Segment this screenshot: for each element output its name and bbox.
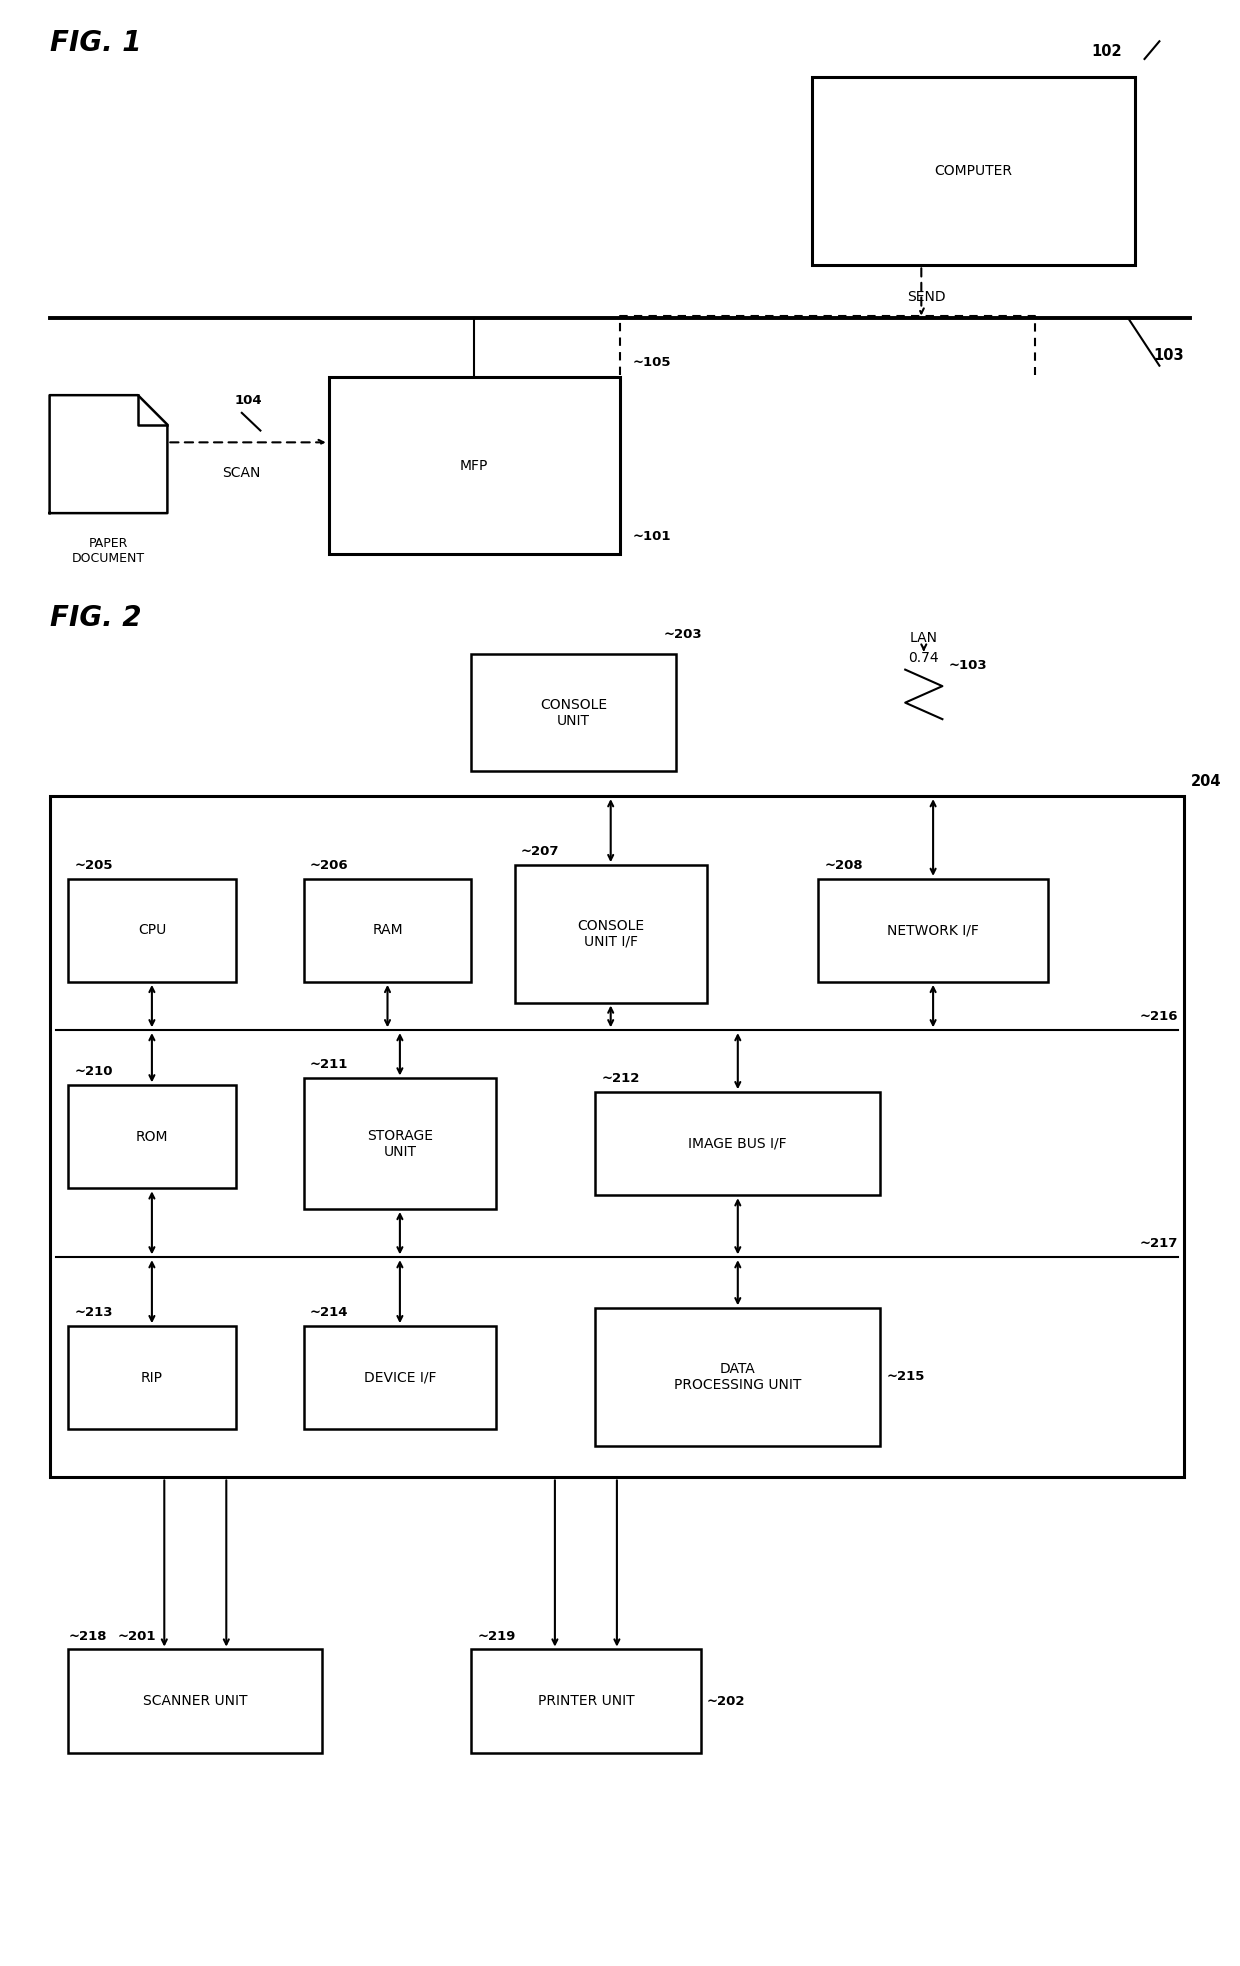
Text: ~203: ~203	[663, 627, 702, 641]
Text: ~212: ~212	[601, 1071, 640, 1085]
Text: ~105: ~105	[632, 356, 671, 370]
Text: ~218: ~218	[68, 1630, 107, 1644]
Text: 103: 103	[1153, 348, 1184, 364]
FancyBboxPatch shape	[68, 1325, 236, 1429]
Text: 204: 204	[1190, 775, 1221, 790]
FancyBboxPatch shape	[595, 1093, 880, 1195]
FancyBboxPatch shape	[304, 1325, 496, 1429]
Text: ~103: ~103	[949, 659, 987, 672]
Text: SEND: SEND	[908, 289, 946, 305]
Text: CONSOLE
UNIT I/F: CONSOLE UNIT I/F	[577, 918, 645, 950]
Text: ~208: ~208	[825, 859, 863, 873]
FancyBboxPatch shape	[304, 1077, 496, 1209]
Text: NETWORK I/F: NETWORK I/F	[887, 924, 980, 938]
FancyBboxPatch shape	[68, 879, 236, 983]
Text: DEVICE I/F: DEVICE I/F	[363, 1370, 436, 1384]
Text: DATA
PROCESSING UNIT: DATA PROCESSING UNIT	[675, 1362, 801, 1392]
FancyBboxPatch shape	[595, 1307, 880, 1445]
Text: ~207: ~207	[521, 845, 559, 859]
FancyBboxPatch shape	[68, 1085, 236, 1189]
Text: 104: 104	[234, 393, 262, 407]
Text: ~201: ~201	[118, 1630, 156, 1644]
FancyBboxPatch shape	[812, 77, 1135, 265]
Text: ~219: ~219	[477, 1630, 516, 1644]
Text: FIG. 1: FIG. 1	[50, 29, 141, 57]
Text: ~211: ~211	[310, 1058, 348, 1071]
FancyBboxPatch shape	[68, 1649, 322, 1754]
Text: FIG. 2: FIG. 2	[50, 604, 141, 631]
Text: SCAN: SCAN	[223, 466, 260, 480]
FancyBboxPatch shape	[515, 865, 707, 1003]
Text: ~101: ~101	[632, 529, 671, 543]
Text: STORAGE
UNIT: STORAGE UNIT	[367, 1128, 433, 1158]
Text: MFP: MFP	[460, 458, 489, 474]
Text: ~202: ~202	[707, 1695, 745, 1708]
Text: PAPER
DOCUMENT: PAPER DOCUMENT	[72, 537, 145, 564]
FancyBboxPatch shape	[50, 796, 1184, 1478]
FancyBboxPatch shape	[304, 879, 471, 983]
Text: PRINTER UNIT: PRINTER UNIT	[538, 1695, 634, 1708]
Text: ~210: ~210	[74, 1066, 113, 1079]
Text: SCANNER UNIT: SCANNER UNIT	[143, 1695, 248, 1708]
Text: ~205: ~205	[74, 859, 113, 873]
Text: IMAGE BUS I/F: IMAGE BUS I/F	[688, 1136, 787, 1150]
Text: ~213: ~213	[74, 1305, 113, 1319]
FancyBboxPatch shape	[471, 655, 676, 771]
Text: ~206: ~206	[310, 859, 348, 873]
Text: CPU: CPU	[138, 924, 166, 938]
FancyBboxPatch shape	[329, 377, 620, 554]
Text: ~217: ~217	[1140, 1237, 1178, 1250]
Text: ~216: ~216	[1140, 1011, 1178, 1022]
FancyBboxPatch shape	[818, 879, 1048, 983]
Text: COMPUTER: COMPUTER	[935, 163, 1012, 179]
Text: RAM: RAM	[372, 924, 403, 938]
Text: ~215: ~215	[887, 1370, 925, 1384]
Text: 102: 102	[1091, 43, 1122, 59]
FancyBboxPatch shape	[471, 1649, 701, 1754]
Text: LAN: LAN	[910, 631, 937, 645]
Text: ROM: ROM	[135, 1130, 169, 1144]
Text: CONSOLE
UNIT: CONSOLE UNIT	[539, 698, 608, 727]
Text: ~214: ~214	[310, 1305, 348, 1319]
Text: 0.74: 0.74	[909, 651, 939, 666]
Text: RIP: RIP	[141, 1370, 162, 1384]
